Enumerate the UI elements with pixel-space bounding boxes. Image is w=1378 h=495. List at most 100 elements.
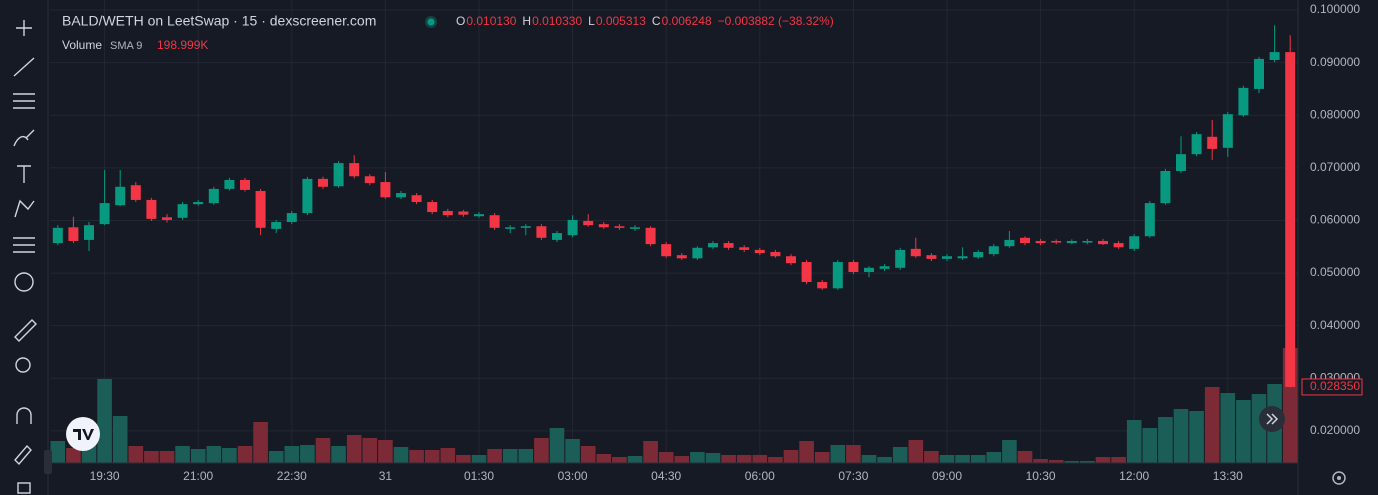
volume-label: Volume — [62, 38, 102, 52]
toolbar-icons[interactable] — [13, 20, 37, 494]
volume-bar — [1002, 440, 1017, 463]
status-dot — [427, 18, 435, 26]
ruler-icon[interactable] — [14, 319, 37, 342]
volume-sma-label: SMA 9 — [110, 40, 142, 52]
x-tick-label: 06:00 — [745, 469, 775, 483]
candle-body — [1066, 240, 1077, 244]
candle-body — [458, 211, 469, 215]
candle-body — [208, 188, 219, 204]
volume-bar — [627, 456, 643, 463]
prediction-icon[interactable] — [13, 237, 35, 253]
x-tick-label: 07:30 — [838, 469, 868, 483]
volume-sma-value: 198.999K — [157, 38, 208, 52]
candle-body — [302, 178, 313, 214]
trend-line-icon[interactable] — [13, 57, 35, 77]
candle-body — [349, 163, 360, 177]
candle-body — [895, 249, 906, 268]
candle-body — [427, 202, 438, 213]
fib-icon[interactable] — [13, 93, 35, 109]
volume-bar — [1189, 411, 1204, 463]
candle-body — [1176, 154, 1186, 171]
candle-body — [520, 226, 531, 228]
candle-body — [1285, 52, 1296, 387]
candle-body — [583, 220, 594, 226]
candle-body — [177, 204, 188, 218]
candle-body — [1254, 58, 1264, 89]
volume-bar — [1111, 457, 1126, 463]
volume-bar — [1033, 459, 1048, 463]
ohlc-value: 0.005313 — [596, 14, 646, 28]
candle-body — [489, 215, 500, 228]
volume-bar — [1095, 457, 1111, 463]
collapse-toolbar[interactable] — [44, 450, 52, 474]
y-tick-label: 0.070000 — [1310, 160, 1360, 174]
x-tick-label: 19:30 — [90, 469, 120, 483]
volume-bar — [393, 447, 409, 463]
y-tick-label: 0.020000 — [1310, 423, 1360, 437]
volume-bar — [643, 441, 658, 463]
volume-bar — [1064, 461, 1080, 463]
candle-body — [536, 226, 547, 238]
candle-body — [146, 199, 157, 219]
candle-body — [879, 266, 890, 269]
brush-icon[interactable] — [13, 129, 35, 147]
volume-bar — [799, 441, 814, 463]
settings[interactable] — [1332, 471, 1346, 485]
volume-bar — [1173, 409, 1189, 463]
text-icon[interactable] — [17, 165, 31, 183]
candle-body — [770, 252, 781, 257]
volume-bar — [1158, 417, 1173, 463]
volume-bar — [190, 449, 206, 463]
candle-body — [240, 179, 250, 190]
candle-body — [364, 176, 375, 184]
volume-bar — [175, 446, 190, 463]
candle-body — [396, 193, 406, 198]
volume-bar — [518, 449, 534, 463]
volume-bar — [534, 438, 549, 463]
volume-bar — [1048, 460, 1064, 463]
x-tick-label: 31 — [379, 469, 393, 483]
ohlc-key: H — [522, 14, 531, 28]
volume-bar — [955, 455, 970, 463]
pattern-icon[interactable] — [14, 199, 35, 218]
volume-bar — [362, 438, 378, 463]
candles — [52, 25, 1296, 388]
candle-body — [848, 262, 859, 273]
volume-bar — [456, 455, 471, 463]
volume-bar — [331, 446, 346, 463]
candle-body — [661, 244, 672, 257]
volume-bar — [471, 455, 487, 463]
volume-bar — [487, 449, 502, 463]
candle-body — [614, 226, 625, 228]
y-tick-label: 0.090000 — [1310, 55, 1360, 69]
candle-body — [1051, 240, 1062, 243]
candle-body — [676, 255, 687, 259]
candle-body — [1113, 243, 1124, 248]
last-price-label: 0.028350 — [1310, 379, 1360, 393]
lock-icon[interactable] — [17, 482, 31, 494]
volume-bar — [1236, 400, 1251, 463]
volume-bar — [877, 457, 892, 463]
volume-bar — [144, 451, 159, 463]
crosshair-icon[interactable] — [16, 20, 32, 36]
candle-body — [52, 227, 63, 244]
ohlc-value: 0.006248 — [662, 14, 712, 28]
zoom-icon[interactable] — [15, 357, 31, 373]
lock-draw-icon[interactable] — [14, 444, 32, 466]
candle-body — [817, 282, 828, 289]
x-tick-label: 03:00 — [558, 469, 588, 483]
candle-body — [380, 182, 391, 198]
volume-bar — [268, 451, 284, 463]
volume-bar — [1017, 451, 1033, 463]
scroll-to-latest[interactable] — [1259, 406, 1285, 432]
volume-bar — [346, 435, 362, 463]
candle-body — [692, 247, 703, 259]
emoji-icon[interactable] — [14, 272, 34, 292]
x-tick-label: 04:30 — [651, 469, 681, 483]
candle-body — [630, 227, 640, 229]
ohlc-value: 0.010130 — [466, 14, 516, 28]
volume-bar — [502, 449, 518, 463]
volume-bar — [768, 457, 783, 463]
magnet-icon[interactable] — [16, 407, 32, 424]
